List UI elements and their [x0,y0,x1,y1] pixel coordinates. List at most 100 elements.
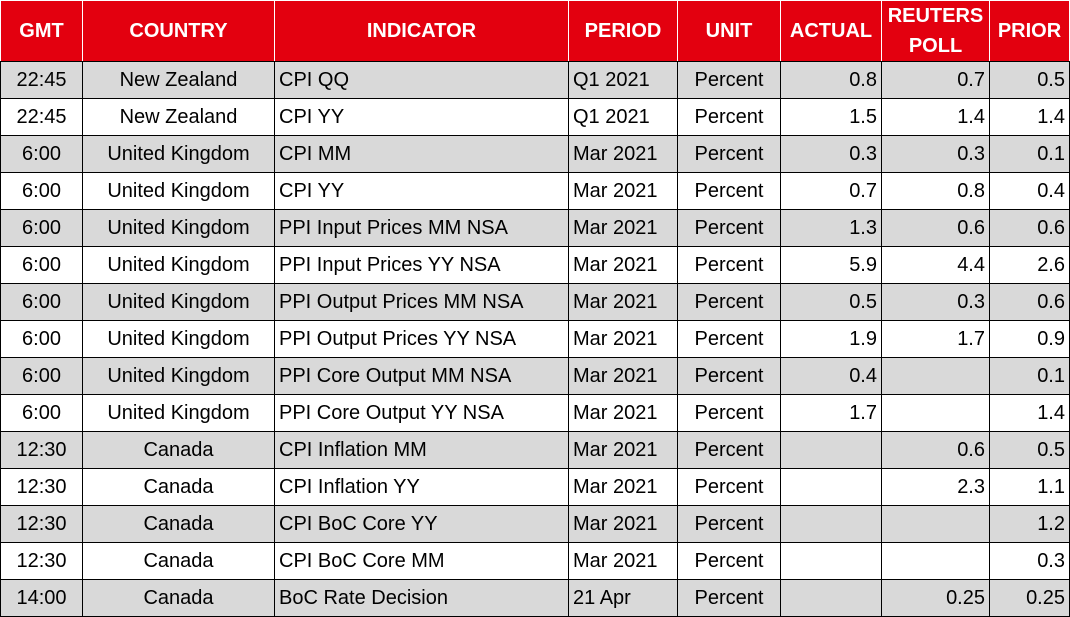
table-cell: Canada [82,542,275,580]
table-cell: 0.1 [989,135,1070,173]
table-cell: United Kingdom [82,357,275,395]
table-row: 6:00 United Kingdom CPI YY Mar 2021 Percent 0… [0,172,1070,210]
table-row: 6:00 United Kingdom PPI Input Prices YY NS… [0,246,1070,284]
table-cell: Percent [677,135,781,173]
table-cell: Mar 2021 [568,172,678,210]
table-cell: 6:00 [0,209,83,247]
table-cell: Mar 2021 [568,357,678,395]
header-cell: COUNTRY [82,0,275,62]
table-cell: 1.3 [780,209,882,247]
table-cell: 0.9 [989,320,1070,358]
table-row: 6:00 United Kingdom PPI Core Output MM NSA… [0,357,1070,395]
table-cell [881,505,990,543]
table-cell: 12:30 [0,431,83,469]
table-cell: Mar 2021 [568,283,678,321]
table-cell: CPI BoC Core MM [274,542,569,580]
table-row: 12:30 Canada CPI Inflation YY Mar 2021 Perce… [0,468,1070,506]
table-cell: 0.1 [989,357,1070,395]
table-cell: New Zealand [82,98,275,136]
table-cell: Percent [677,172,781,210]
table-cell: Percent [677,394,781,432]
table-cell: 0.3 [989,542,1070,580]
header-row: GMT COUNTRY INDICATOR PERIOD UNIT ACTUAL REUTE… [0,0,1070,62]
table-cell: 22:45 [0,61,83,99]
table-cell: 12:30 [0,542,83,580]
header-cell: PRIOR [989,0,1070,62]
table-cell: 22:45 [0,98,83,136]
table-cell: 4.4 [881,246,990,284]
header-cell: PERIOD [568,0,678,62]
table-cell: 1.7 [881,320,990,358]
header-cell: INDICATOR [274,0,569,62]
table-cell: 0.5 [989,431,1070,469]
table-cell: CPI BoC Core YY [274,505,569,543]
table-cell: PPI Input Prices YY NSA [274,246,569,284]
table-cell: 0.3 [881,135,990,173]
table-row: 6:00 United Kingdom PPI Output Prices YY N… [0,320,1070,358]
table-row: 22:45 New Zealand CPI QQ Q1 2021 Percent 0.8 0… [0,61,1070,99]
table-cell: Mar 2021 [568,468,678,506]
table-cell: Mar 2021 [568,542,678,580]
table-cell: CPI QQ [274,61,569,99]
header-cell: ACTUAL [780,0,882,62]
table-cell: 0.5 [780,283,882,321]
table-cell: Canada [82,579,275,617]
table-cell: PPI Output Prices YY NSA [274,320,569,358]
table-cell [881,394,990,432]
table-cell: 6:00 [0,394,83,432]
table-cell [780,542,882,580]
table-cell: United Kingdom [82,283,275,321]
table-cell: 6:00 [0,172,83,210]
table-cell: CPI Inflation YY [274,468,569,506]
table-cell: 0.7 [780,172,882,210]
table-cell: 1.4 [881,98,990,136]
table-row: 6:00 United Kingdom PPI Core Output YY NSA… [0,394,1070,432]
table-cell: CPI YY [274,172,569,210]
table-body: 22:45 New Zealand CPI QQ Q1 2021 Percent 0.8 0… [0,61,1070,617]
table-cell: United Kingdom [82,394,275,432]
table-cell: Mar 2021 [568,246,678,284]
table-cell: Mar 2021 [568,394,678,432]
table-row: 6:00 United Kingdom PPI Input Prices MM NS… [0,209,1070,247]
table-cell: 0.6 [989,209,1070,247]
table-cell: Percent [677,98,781,136]
table-row: 22:45 New Zealand CPI YY Q1 2021 Percent 1.5 1… [0,98,1070,136]
table-cell: 0.7 [881,61,990,99]
table-row: 12:30 Canada CPI BoC Core MM Mar 2021 Percen… [0,542,1070,580]
table-cell: CPI YY [274,98,569,136]
table-cell: PPI Input Prices MM NSA [274,209,569,247]
table-cell: PPI Core Output YY NSA [274,394,569,432]
table-cell: 0.3 [780,135,882,173]
table-cell: 5.9 [780,246,882,284]
table-cell: Percent [677,505,781,543]
table-cell: 0.8 [881,172,990,210]
table-cell: Percent [677,320,781,358]
table-cell: 6:00 [0,246,83,284]
table-row: 6:00 United Kingdom PPI Output Prices MM N… [0,283,1070,321]
table-cell: 2.6 [989,246,1070,284]
table-cell: Mar 2021 [568,431,678,469]
table-cell: 1.2 [989,505,1070,543]
header-cell: GMT [0,0,83,62]
table-cell: CPI Inflation MM [274,431,569,469]
table-cell: Percent [677,579,781,617]
table-cell: New Zealand [82,61,275,99]
table-cell: 0.5 [989,61,1070,99]
table-cell: Q1 2021 [568,61,678,99]
table-cell: Q1 2021 [568,98,678,136]
table-cell: 1.1 [989,468,1070,506]
table-cell: PPI Core Output MM NSA [274,357,569,395]
table-cell: 6:00 [0,135,83,173]
table-cell: Canada [82,431,275,469]
table-cell: CPI MM [274,135,569,173]
table-cell: 0.6 [881,431,990,469]
table-cell: 1.9 [780,320,882,358]
table-row: 12:30 Canada CPI Inflation MM Mar 2021 Perce… [0,431,1070,469]
table-cell: Canada [82,468,275,506]
table-cell: Percent [677,542,781,580]
table-cell: Mar 2021 [568,209,678,247]
table-cell: 0.4 [780,357,882,395]
table-cell [780,431,882,469]
table-cell: Canada [82,505,275,543]
